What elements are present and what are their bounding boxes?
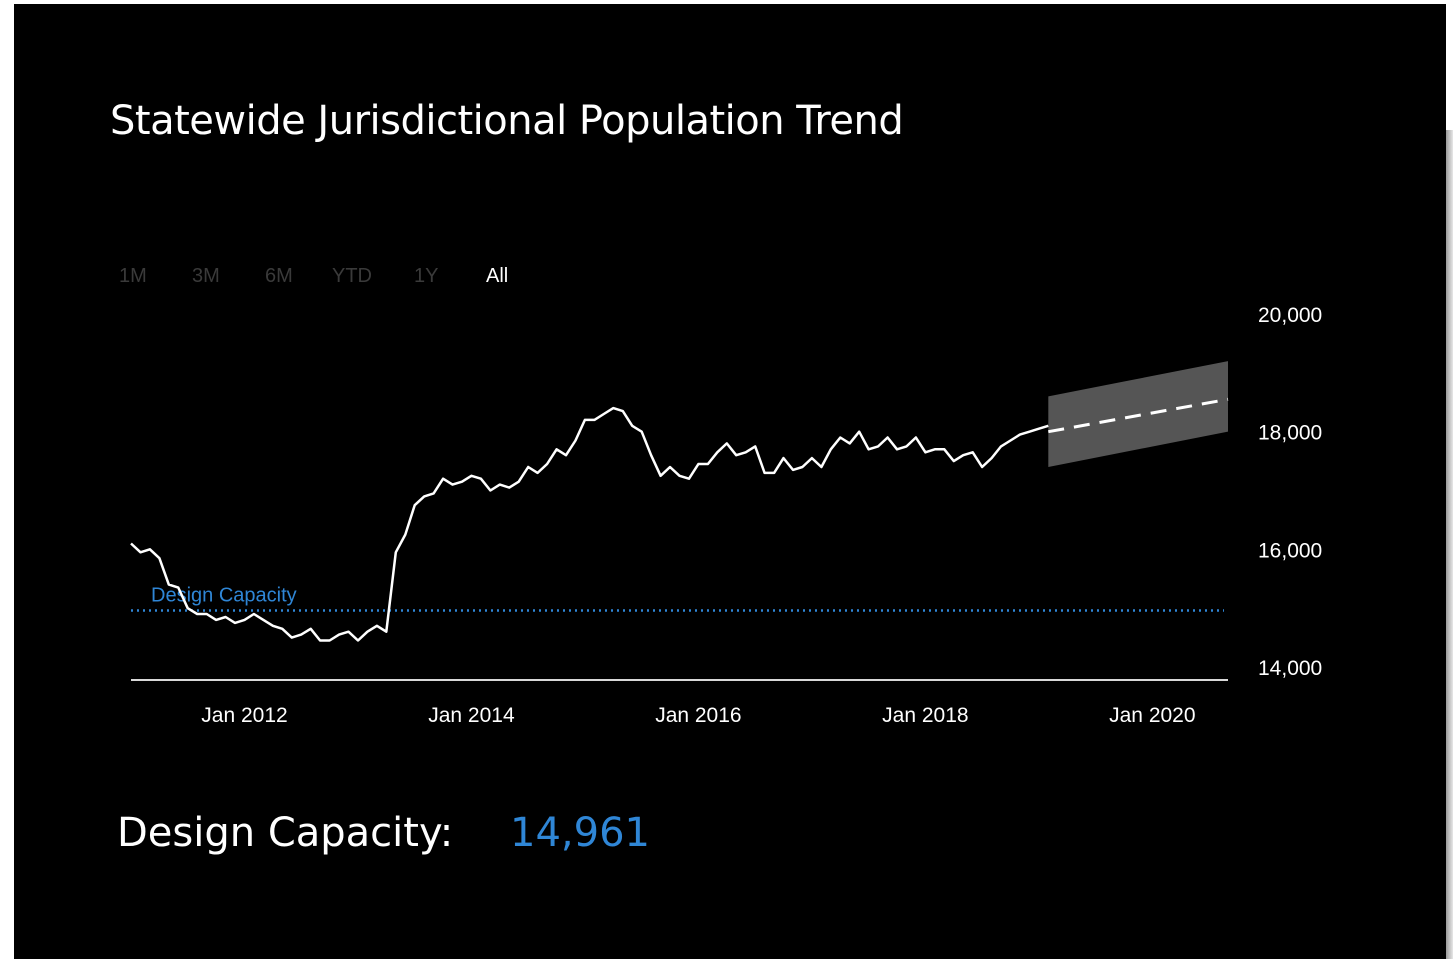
range-button-6m[interactable]: 6M bbox=[265, 265, 293, 287]
population-series-line bbox=[130, 406, 1049, 642]
y-tick-label: 14,000 bbox=[1258, 657, 1322, 680]
forecast-series-line bbox=[1048, 397, 1229, 434]
panel-edge-shadow bbox=[1446, 130, 1453, 959]
design-capacity-line-label: Design Capacity bbox=[151, 584, 297, 606]
x-tick-label: Jan 2014 bbox=[428, 704, 515, 727]
y-tick-label: 20,000 bbox=[1258, 304, 1322, 327]
chart-panel bbox=[14, 4, 1446, 959]
y-tick-label: 18,000 bbox=[1258, 422, 1322, 445]
x-tick-label: Jan 2020 bbox=[1109, 704, 1195, 727]
y-tick-label: 16,000 bbox=[1258, 539, 1322, 562]
chart-title: Statewide Jurisdictional Population Tren… bbox=[110, 98, 904, 144]
range-button-1y[interactable]: 1Y bbox=[414, 265, 439, 287]
x-tick-label: Jan 2016 bbox=[655, 704, 741, 727]
range-button-1m[interactable]: 1M bbox=[119, 265, 147, 287]
x-tick-label: Jan 2018 bbox=[882, 704, 968, 727]
design-capacity-value: 14,961 bbox=[510, 810, 650, 856]
range-button-3m[interactable]: 3M bbox=[192, 265, 220, 287]
x-tick-label: Jan 2012 bbox=[201, 704, 287, 727]
range-button-ytd[interactable]: YTD bbox=[332, 265, 372, 287]
range-button-all[interactable]: All bbox=[486, 265, 509, 287]
design-capacity-label: Design Capacity: bbox=[117, 810, 454, 856]
